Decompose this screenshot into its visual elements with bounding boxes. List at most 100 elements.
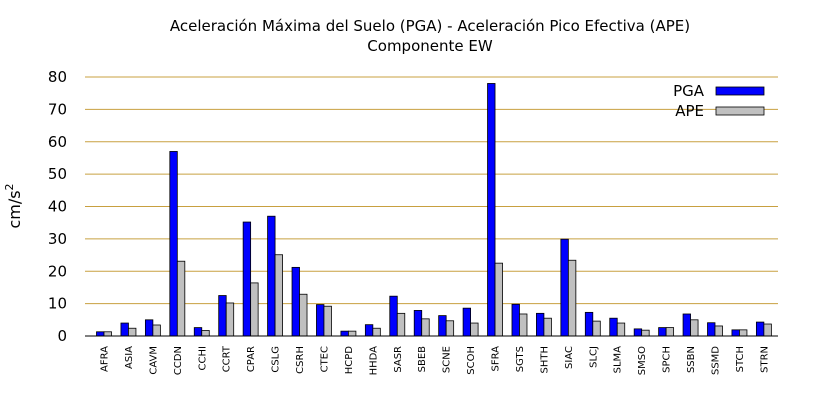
x-tick-label: AFRA [100, 346, 111, 372]
bar-pga-afra [96, 331, 105, 337]
bar-ape-ssbn [690, 319, 699, 337]
x-tick-label: SCOH [466, 346, 477, 375]
bar-ape-shth [543, 317, 552, 337]
bar-pga-cchi [193, 327, 203, 337]
y-tick-label: 20 [48, 262, 67, 280]
bar-ape-slcj [592, 320, 601, 337]
x-tick-label: SPCH [662, 346, 673, 373]
bar-ape-afra [103, 331, 112, 337]
x-tick-label: CTEC [319, 346, 330, 372]
bar-pga-scoh [462, 307, 472, 337]
chart-title: Aceleración Máxima del Suelo (PGA) - Ace… [170, 17, 690, 35]
y-tick-label: 30 [48, 230, 67, 248]
x-tick-label: SCNE [442, 346, 453, 373]
bar-ape-scoh [470, 322, 479, 337]
bar-pga-stch [731, 329, 740, 337]
x-tick-label: SLMA [613, 346, 624, 374]
x-tick-label: SSBN [686, 346, 697, 373]
bar-pga-ssbn [682, 313, 691, 337]
x-tick-label: HCPD [344, 346, 355, 375]
bar-pga-cslg [267, 215, 276, 337]
bar-pga-sasr [389, 295, 398, 337]
x-tick-label: CCHI [197, 346, 208, 370]
bar-pga-slma [609, 317, 618, 337]
bar-ape-cpar [250, 282, 259, 337]
bar-ape-asia [128, 327, 137, 337]
x-tick-label: CCRT [222, 345, 233, 372]
bar-pga-sfra [487, 83, 496, 337]
x-tick-label: STRN [759, 346, 770, 373]
x-tick-label: SHTH [539, 346, 550, 374]
bar-ape-spch [665, 327, 675, 337]
x-tick-label: ASIA [124, 346, 135, 369]
legend-label: APE [675, 102, 704, 120]
x-tick-label: SIAC [564, 346, 575, 369]
bar-ape-smso [641, 329, 650, 337]
x-tick-label: SFRA [491, 346, 502, 372]
x-tick-label: CSRH [295, 346, 306, 374]
bar-pga-siac [560, 238, 569, 337]
y-axis-ticks: 0 10 20 30 40 50 60 70 80 [48, 68, 67, 345]
legend-swatch [715, 106, 765, 116]
x-tick-label: SSMD [711, 346, 722, 375]
bar-pga-shth [536, 312, 545, 337]
bar-pga-ccrt [218, 295, 227, 337]
legend-label: PGA [673, 82, 705, 100]
x-tick-label: CCDN [173, 346, 184, 375]
y-axis-label: cm/s2 [3, 183, 24, 228]
x-tick-label: SASR [393, 346, 404, 373]
gridlines [85, 76, 778, 305]
bar-pga-slcj [584, 311, 594, 337]
x-tick-label: SLCJ [588, 346, 599, 368]
bar-ape-slma [616, 322, 626, 337]
bar-ape-stch [739, 329, 748, 337]
bar-ape-sbeb [421, 318, 430, 337]
bar-ape-strn [763, 323, 772, 337]
bar-ape-ssmd [714, 325, 723, 337]
x-tick-label: CPAR [246, 346, 257, 372]
x-tick-label: HHDA [368, 346, 379, 376]
bar-ape-hcpd [347, 330, 357, 337]
x-tick-label: STCH [735, 346, 746, 372]
bar-pga-cavm [144, 319, 154, 337]
bars [96, 83, 772, 337]
bar-ape-cchi [201, 330, 210, 337]
bar-ape-csrh [299, 293, 308, 337]
y-tick-label: 80 [48, 68, 67, 86]
bar-ape-sasr [396, 312, 406, 337]
bar-ape-ccrt [225, 302, 235, 337]
bar-pga-sbeb [413, 310, 423, 337]
bar-pga-ccdn [169, 151, 178, 337]
bar-ape-cslg [274, 254, 283, 337]
bar-pga-scne [438, 315, 447, 337]
x-tick-label: CSLG [271, 346, 282, 373]
y-tick-label: 40 [48, 198, 67, 216]
y-tick-label: 60 [48, 133, 67, 151]
bar-pga-hhda [364, 324, 374, 337]
y-tick-label: 70 [48, 100, 67, 118]
bar-ape-sfra [494, 262, 503, 337]
bar-pga-spch [658, 327, 667, 337]
x-axis-ticks: AFRA ASIA CAVM CCDN CCHI CCRT CPAR CSLG CSRH CTEC… [100, 345, 771, 375]
bar-pga-cpar [242, 221, 252, 337]
x-tick-label: SMSO [637, 346, 648, 375]
bar-pga-csrh [291, 266, 300, 337]
bar-ape-cavm [152, 324, 161, 337]
x-tick-label: SGTS [515, 346, 526, 372]
y-tick-label: 0 [57, 327, 67, 345]
bar-pga-strn [755, 321, 765, 337]
bar-pga-smso [633, 328, 643, 337]
y-tick-label: 50 [48, 165, 67, 183]
legend-swatch [715, 86, 765, 96]
bar-pga-hcpd [340, 330, 349, 337]
bar-pga-ssmd [707, 322, 716, 337]
x-tick-label: CAVM [148, 346, 159, 375]
chart-subtitle: Componente EW [367, 37, 493, 55]
bar-ape-ctec [323, 305, 332, 337]
x-tick-label: SBEB [417, 346, 428, 373]
y-tick-label: 10 [48, 295, 67, 313]
bar-ape-scne [445, 320, 455, 337]
bar-pga-sgts [511, 303, 520, 337]
legend: PGA APE [673, 82, 765, 120]
